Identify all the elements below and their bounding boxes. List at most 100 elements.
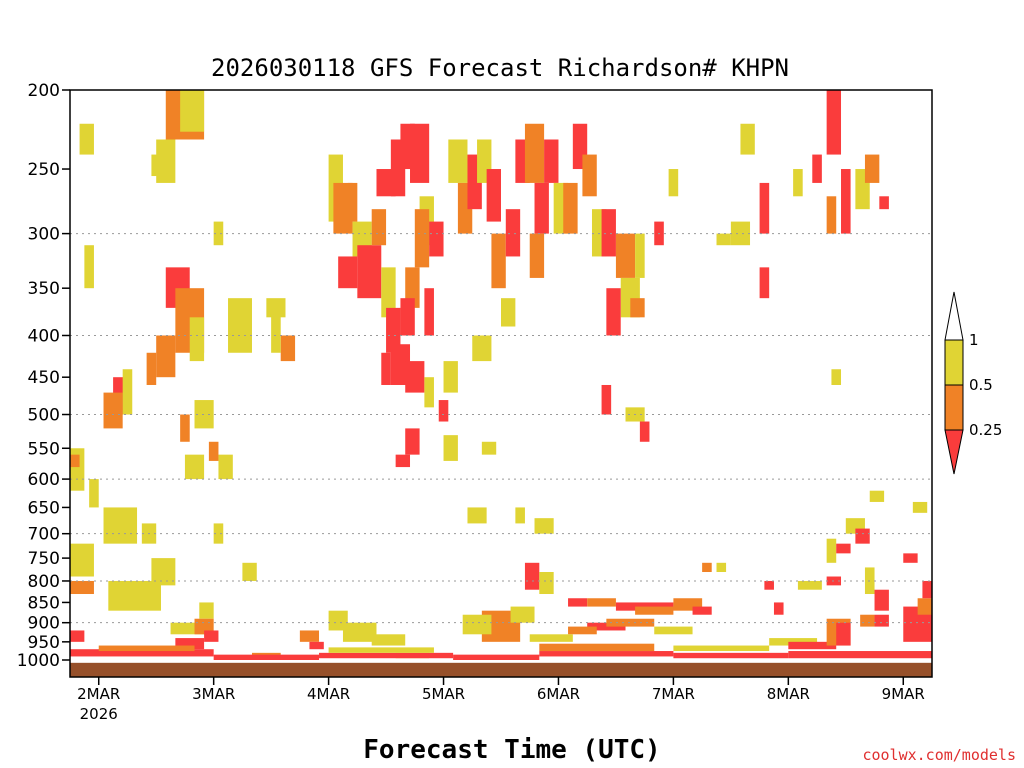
ri-surface-cell bbox=[673, 645, 770, 652]
ri-cell bbox=[438, 400, 449, 422]
ri-cell bbox=[472, 335, 492, 362]
ri-cell bbox=[601, 384, 612, 415]
ri-cell bbox=[869, 490, 885, 502]
ri-cell bbox=[89, 479, 99, 508]
x-tick-label: 4MAR bbox=[307, 685, 350, 703]
ri-cell bbox=[563, 182, 578, 234]
legend-swatch-orange bbox=[944, 384, 964, 431]
ri-cell bbox=[280, 335, 296, 362]
x-axis: 2MAR 2026 3MAR 4MAR 5MAR 6MAR 7MAR 8MAR 9MAR bbox=[77, 677, 925, 723]
ri-cell bbox=[606, 618, 655, 627]
ri-cell bbox=[826, 196, 837, 234]
y-tick-label: 550 bbox=[28, 439, 60, 459]
ri-cell bbox=[199, 602, 214, 619]
ri-cell bbox=[108, 580, 161, 611]
ri-cell bbox=[874, 614, 889, 627]
ri-cell bbox=[826, 90, 842, 155]
ri-cell bbox=[606, 288, 621, 336]
colorbar-legend: 1 0.5 0.25 bbox=[944, 291, 1002, 475]
ri-cell bbox=[218, 454, 233, 480]
ri-cell bbox=[692, 606, 712, 615]
ri-cell bbox=[505, 209, 521, 257]
ri-cell bbox=[702, 562, 712, 573]
ri-cell bbox=[524, 123, 545, 183]
plot-frame bbox=[69, 89, 933, 678]
ri-surface-cell bbox=[70, 649, 214, 657]
ri-cell bbox=[213, 221, 224, 246]
ri-cell bbox=[668, 169, 679, 197]
ri-surface-cell bbox=[539, 651, 674, 657]
ri-cell bbox=[759, 182, 770, 234]
ri-cell bbox=[175, 638, 205, 650]
ri-cell bbox=[601, 209, 616, 257]
y-tick-label: 500 bbox=[28, 406, 60, 426]
ri-cell bbox=[539, 572, 554, 595]
ri-cell bbox=[299, 630, 320, 642]
ri-cell bbox=[529, 634, 573, 642]
ri-cell bbox=[486, 169, 501, 222]
ri-cell bbox=[836, 543, 851, 554]
y-tick-label: 450 bbox=[28, 368, 60, 388]
ri-cell bbox=[228, 298, 252, 353]
y-tick-label: 200 bbox=[28, 81, 60, 101]
ri-cell bbox=[122, 369, 133, 415]
credit-text[interactable]: coolwx.com/models bbox=[862, 746, 1016, 764]
ri-cell bbox=[759, 267, 770, 299]
ri-cell bbox=[716, 562, 727, 573]
y-tick-label: 300 bbox=[28, 225, 60, 245]
ri-cell bbox=[515, 507, 525, 524]
chart-title: 2026030118 GFS Forecast Richardson# KHPN bbox=[211, 54, 789, 82]
ri-cell bbox=[630, 298, 645, 318]
ri-cell bbox=[180, 414, 190, 442]
ri-cell bbox=[429, 221, 444, 257]
ri-cell bbox=[836, 622, 851, 646]
ground-fill bbox=[70, 662, 932, 677]
ri-cell bbox=[769, 638, 818, 646]
legend-swatch-red bbox=[944, 429, 964, 475]
y-tick-label: 800 bbox=[28, 572, 60, 592]
ri-surface-cell bbox=[328, 647, 434, 653]
y-axis: 200 250 300 350 400 450 500 550 600 650 700 750 8008… bbox=[17, 81, 70, 671]
ri-surface-cell bbox=[319, 652, 454, 659]
ri-cell bbox=[922, 580, 932, 599]
ri-cell bbox=[70, 454, 80, 468]
ri-cell bbox=[448, 139, 468, 183]
y-tick-label: 700 bbox=[28, 525, 60, 545]
legend-swatch-yellow bbox=[944, 339, 964, 386]
ri-cell bbox=[208, 441, 219, 461]
ri-cell bbox=[414, 209, 430, 268]
ri-cell bbox=[841, 169, 851, 234]
ri-cell bbox=[864, 154, 880, 183]
ri-cell bbox=[730, 221, 751, 246]
ri-cell bbox=[467, 507, 487, 524]
y-tick-label: 1000 bbox=[17, 651, 60, 671]
ri-cell bbox=[371, 209, 387, 246]
ri-cell bbox=[855, 528, 870, 544]
ri-cell bbox=[405, 428, 420, 455]
x-tick-label: 8MAR bbox=[767, 685, 810, 703]
ri-cell bbox=[194, 400, 214, 429]
ri-cell bbox=[443, 361, 458, 393]
ri-cell bbox=[381, 267, 396, 318]
ground-layer bbox=[70, 662, 932, 677]
y-tick-label: 850 bbox=[28, 593, 60, 613]
ri-cell bbox=[917, 598, 932, 615]
ri-cell bbox=[395, 454, 411, 468]
ri-cell bbox=[386, 307, 401, 353]
ri-cell bbox=[151, 154, 161, 177]
ri-cell bbox=[103, 392, 123, 429]
ri-cell bbox=[912, 501, 928, 513]
ri-cell bbox=[242, 562, 257, 581]
y-tick-label: 400 bbox=[28, 326, 60, 346]
ri-cell bbox=[204, 630, 219, 642]
x-tick-label: 9MAR bbox=[882, 685, 925, 703]
ri-cell bbox=[793, 169, 803, 197]
ri-cell bbox=[510, 606, 535, 623]
ri-cell bbox=[826, 538, 837, 563]
ri-surface-cell bbox=[673, 652, 789, 659]
ri-cell bbox=[462, 614, 492, 635]
ri-cell bbox=[70, 543, 94, 577]
ri-cell bbox=[716, 233, 731, 246]
ri-cell bbox=[156, 335, 176, 378]
